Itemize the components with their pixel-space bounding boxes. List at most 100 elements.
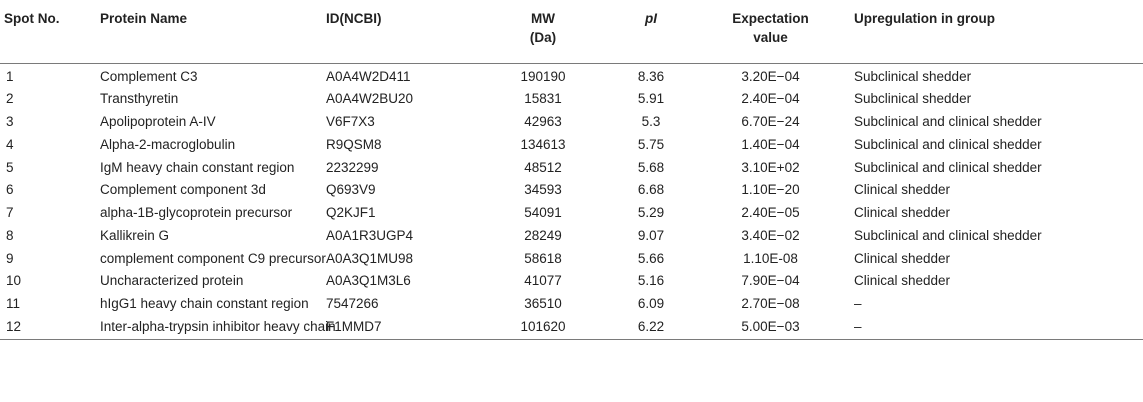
table-row: 1 Complement C3 A0A4W2D411 190190 8.36 3.20E−… <box>0 62 1143 89</box>
cell-mw: 34593 <box>524 182 562 198</box>
table-row: 7 alpha-1B-glycoprotein precursor Q2KJF1 54… <box>0 202 1143 225</box>
cell-expectation-value: 2.40E−05 <box>741 205 800 220</box>
cell-id-ncbi: A0A4W2D411 <box>322 62 475 89</box>
table-row: 11 hIgG1 heavy chain constant region 75472… <box>0 293 1143 316</box>
table-row: 4 Alpha-2-macroglobulin R9QSM8 134613 5.75 1.… <box>0 134 1143 157</box>
cell-expectation-value: 2.40E−04 <box>741 91 800 107</box>
cell-expectation-value: 3.40E−02 <box>741 227 800 243</box>
cell-spot-no: 7 <box>6 205 14 220</box>
header-id-ncbi: ID(NCBI) <box>326 11 382 26</box>
header-expectation-value: Expectation value <box>691 0 850 63</box>
cell-upregulation: Clinical shedder <box>854 205 951 220</box>
cell-upregulation: Subclinical and clinical shedder <box>854 159 1042 175</box>
cell-mw: 101620 <box>475 315 611 340</box>
cell-mw: 48512 <box>524 159 562 175</box>
cell-protein-name: Apolipoprotein A-IV <box>100 114 216 129</box>
cell-expectation-value: 1.10E−20 <box>741 182 800 198</box>
cell-spot-no: 5 <box>6 159 14 175</box>
table-header: Spot No. Protein Name ID(NCBI) MW (Da) p… <box>0 0 1143 63</box>
header-expectation-line1: Expectation <box>732 11 809 26</box>
cell-id-ncbi: Q693V9 <box>326 182 376 198</box>
cell-expectation-value: 2.70E−08 <box>741 296 800 311</box>
table-row: 2 Transthyretin A0A4W2BU20 15831 5.91 2.40E−0… <box>0 88 1143 111</box>
cell-mw: 41077 <box>524 273 562 289</box>
cell-spot-no: 10 <box>6 273 22 289</box>
cell-protein-name: Complement C3 <box>96 62 322 89</box>
cell-spot-no: 2 <box>6 91 14 107</box>
cell-protein-name: alpha-1B-glycoprotein precursor <box>100 205 293 220</box>
table-row: 10 Uncharacterized protein A0A3Q1M3L6 41077… <box>0 270 1143 293</box>
header-mw-line1: MW <box>531 11 555 26</box>
cell-mw: 36510 <box>524 296 562 311</box>
header-upregulation: Upregulation in group <box>854 11 995 26</box>
cell-upregulation: Subclinical and clinical shedder <box>854 227 1042 243</box>
header-spot-no: Spot No. <box>4 11 60 26</box>
cell-pi: 6.22 <box>611 315 691 340</box>
cell-mw: 42963 <box>524 114 562 129</box>
cell-mw: 54091 <box>524 205 562 220</box>
cell-spot-no: 1 <box>0 62 96 89</box>
cell-pi: 5.68 <box>637 159 665 175</box>
table-row: 3 Apolipoprotein A-IV V6F7X3 42963 5.3 6.70E−… <box>0 111 1143 134</box>
cell-expectation-value: 1.10E-08 <box>743 250 798 266</box>
header-expectation-line2: value <box>753 30 788 45</box>
cell-spot-no: 11 <box>6 296 21 311</box>
cell-upregulation: Subclinical and clinical shedder <box>854 114 1042 129</box>
cell-id-ncbi: A0A3Q1M3L6 <box>326 273 411 289</box>
cell-spot-no: 6 <box>6 182 14 198</box>
cell-mw: 15831 <box>524 91 562 107</box>
cell-protein-name: Alpha-2-macroglobulin <box>100 136 236 152</box>
protein-table: Spot No. Protein Name ID(NCBI) MW (Da) p… <box>0 0 1143 340</box>
cell-pi: 5.66 <box>637 250 665 266</box>
cell-id-ncbi: 7547266 <box>326 296 379 311</box>
header-protein-name: Protein Name <box>100 11 188 26</box>
table-row: 5 IgM heavy chain constant region 2232299 4… <box>0 157 1143 180</box>
cell-mw: 58618 <box>524 250 562 266</box>
table-row: 8 Kallikrein G A0A1R3UGP4 28249 9.07 3.40E−02… <box>0 225 1143 248</box>
header-pi: pI <box>645 11 657 26</box>
cell-spot-no: 12 <box>0 315 96 340</box>
cell-expectation-value: 7.90E−04 <box>741 273 800 289</box>
cell-pi: 8.36 <box>611 62 691 89</box>
cell-pi: 5.91 <box>637 91 665 107</box>
cell-upregulation: – <box>854 296 862 311</box>
cell-pi: 5.3 <box>641 114 661 129</box>
cell-id-ncbi: 2232299 <box>326 159 379 175</box>
cell-upregulation: Clinical shedder <box>854 273 951 289</box>
cell-upregulation: Clinical shedder <box>854 182 951 198</box>
cell-expectation-value: 6.70E−24 <box>741 114 800 129</box>
cell-upregulation: – <box>850 315 1143 340</box>
cell-spot-no: 4 <box>6 136 14 152</box>
cell-mw: 28249 <box>524 227 562 243</box>
cell-protein-name: Kallikrein G <box>100 227 170 243</box>
cell-pi: 6.09 <box>637 296 665 311</box>
cell-upregulation: Subclinical and clinical shedder <box>854 136 1042 152</box>
cell-expectation-value: 5.00E−03 <box>691 315 850 340</box>
cell-spot-no: 9 <box>6 250 14 266</box>
cell-id-ncbi: A0A3Q1MU98 <box>326 250 414 266</box>
header-mw-line2: (Da) <box>529 30 557 45</box>
cell-mw: 190190 <box>475 62 611 89</box>
cell-id-ncbi: F1MMD7 <box>322 315 475 340</box>
cell-protein-name: Transthyretin <box>100 91 179 107</box>
cell-upregulation: Subclinical shedder <box>854 91 972 107</box>
cell-expectation-value: 3.10E+02 <box>741 159 800 175</box>
table-row: 12 Inter-alpha-trypsin inhibitor heavy ch… <box>0 315 1143 340</box>
cell-protein-name: Complement component 3d <box>100 182 266 198</box>
cell-id-ncbi: R9QSM8 <box>326 136 382 152</box>
table-row: 6 Complement component 3d Q693V9 34593 6.68 1… <box>0 179 1143 202</box>
cell-pi: 9.07 <box>637 227 665 243</box>
cell-protein-name: complement component C9 precursor <box>100 250 326 266</box>
table-body: 1 Complement C3 A0A4W2D411 190190 8.36 3.20E−… <box>0 62 1143 340</box>
cell-protein-name: Uncharacterized protein <box>100 273 244 289</box>
cell-expectation-value: 1.40E−04 <box>741 136 800 152</box>
cell-id-ncbi: A0A1R3UGP4 <box>326 227 414 243</box>
cell-pi: 5.29 <box>637 205 665 220</box>
cell-protein-name: IgM heavy chain constant region <box>100 159 295 175</box>
cell-spot-no: 8 <box>6 227 14 243</box>
cell-upregulation: Clinical shedder <box>854 250 951 266</box>
cell-pi: 6.68 <box>637 182 665 198</box>
cell-mw: 134613 <box>520 136 566 152</box>
cell-upregulation: Subclinical shedder <box>850 62 1143 89</box>
cell-expectation-value: 3.20E−04 <box>691 62 850 89</box>
